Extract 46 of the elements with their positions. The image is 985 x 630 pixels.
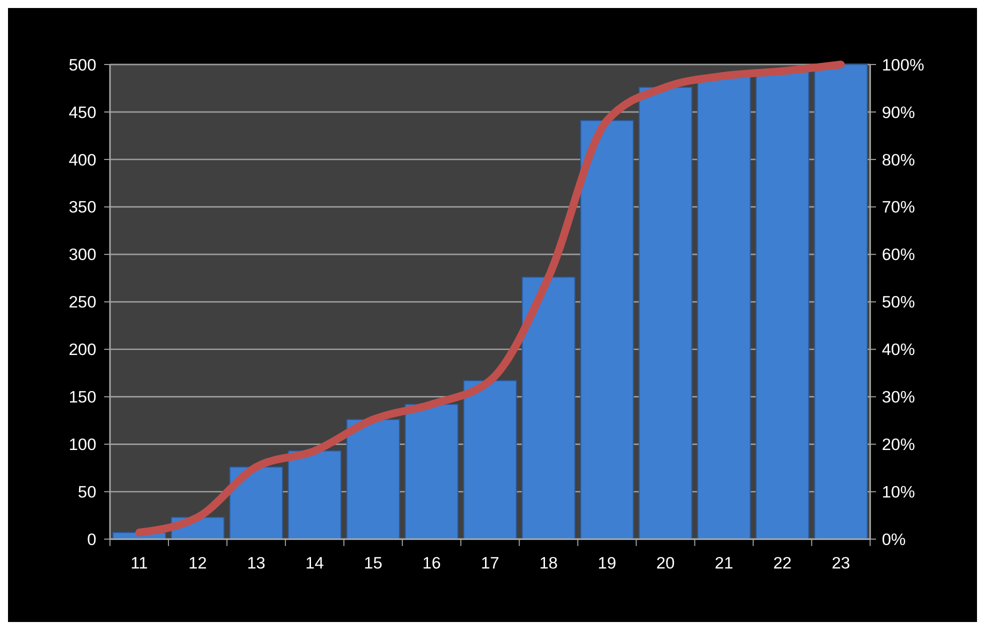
bar (638, 86, 692, 540)
bar (756, 70, 810, 540)
y2-tick-label: 0% (882, 530, 906, 549)
x-tick-label: 21 (714, 553, 734, 572)
y-tick-label: 150 (68, 388, 96, 407)
y2-tick-label: 80% (882, 150, 916, 170)
bar (229, 466, 283, 540)
y2-tick-label: 30% (882, 388, 916, 407)
x-tick-label: 17 (480, 553, 500, 572)
y-tick-label: 50 (78, 482, 96, 502)
x-tick-label: 23 (832, 553, 850, 572)
y2-tick-label: 70% (882, 198, 916, 217)
x-tick-label: 13 (246, 553, 266, 572)
y-tick-label: 250 (68, 292, 96, 312)
x-tick-label: 11 (130, 553, 148, 572)
x-tick-label: 22 (773, 553, 792, 572)
y-tick-label: 0 (87, 530, 96, 549)
y2-tick-label: 40% (882, 340, 916, 360)
y2-tick-label: 20% (882, 435, 916, 454)
x-tick-label: 15 (364, 553, 382, 572)
y2-tick-label: 60% (882, 245, 916, 264)
bar (522, 276, 576, 540)
bar (463, 380, 517, 540)
x-tick-label: 19 (598, 553, 616, 572)
y-tick-label: 200 (68, 340, 96, 360)
bar (404, 404, 458, 540)
y-tick-label: 400 (68, 150, 96, 170)
bar (697, 75, 751, 540)
bar (814, 64, 868, 540)
x-tick-label: 16 (422, 553, 441, 572)
y2-tick-label: 10% (882, 482, 916, 502)
y-tick-label: 350 (68, 198, 96, 217)
x-tick-label: 18 (539, 553, 558, 572)
bar (288, 450, 342, 540)
x-tick-label: 12 (188, 553, 207, 572)
y-tick-label: 500 (68, 55, 96, 74)
y2-tick-label: 50% (882, 292, 916, 312)
bar (580, 120, 634, 540)
y-tick-label: 450 (68, 102, 96, 122)
y-tick-label: 100 (68, 435, 96, 454)
y2-tick-label: 100% (882, 55, 924, 74)
y2-tick-label: 90% (882, 102, 916, 122)
bar (346, 419, 400, 540)
x-tick-label: 14 (305, 553, 324, 572)
x-tick-label: 20 (656, 553, 675, 572)
y-tick-label: 300 (68, 245, 96, 264)
